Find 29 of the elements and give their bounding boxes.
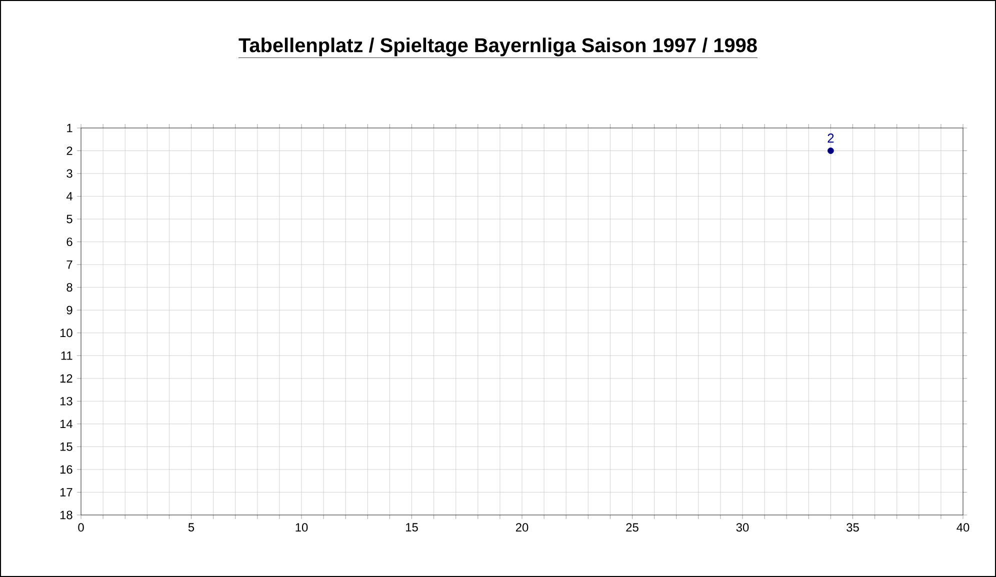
x-tick-label: 0	[78, 523, 84, 532]
y-tick-label: 16	[60, 465, 72, 474]
x-tick-label: 25	[626, 523, 638, 532]
y-tick-label: 6	[66, 238, 72, 246]
y-tick-label: 11	[61, 352, 72, 360]
x-tick-label: 35	[846, 523, 859, 532]
x-tick-label: 15	[406, 523, 418, 532]
y-tick-label: 5	[66, 214, 72, 224]
y-tick-label: 12	[60, 374, 72, 383]
x-tick-label: 20	[516, 523, 528, 532]
y-tick-label: 7	[66, 260, 72, 269]
x-tick-label: 10	[296, 523, 308, 532]
y-tick-label: 17	[60, 488, 72, 496]
x-tick-label: 30	[736, 523, 749, 532]
y-tick-label: 4	[66, 192, 72, 200]
chart-title: Tabellenplatz / Spieltage Bayernliga Saison 1997 / 1998	[238, 38, 757, 56]
x-tick-label: 40	[956, 523, 970, 532]
data-label: 2	[828, 134, 834, 143]
y-tick-label: 18	[60, 510, 72, 520]
y-tick-label: 15	[60, 442, 72, 451]
y-tick-label: 1	[67, 124, 72, 132]
y-tick-label: 9	[66, 306, 72, 314]
x-tick-label: 5	[188, 523, 194, 532]
y-tick-label: 13	[60, 396, 72, 406]
y-tick-label: 8	[66, 283, 72, 292]
y-tick-label: 10	[60, 328, 72, 338]
y-tick-label: 2	[66, 146, 72, 155]
y-tick-label: 14	[60, 420, 72, 428]
y-tick-label: 3	[66, 169, 72, 178]
